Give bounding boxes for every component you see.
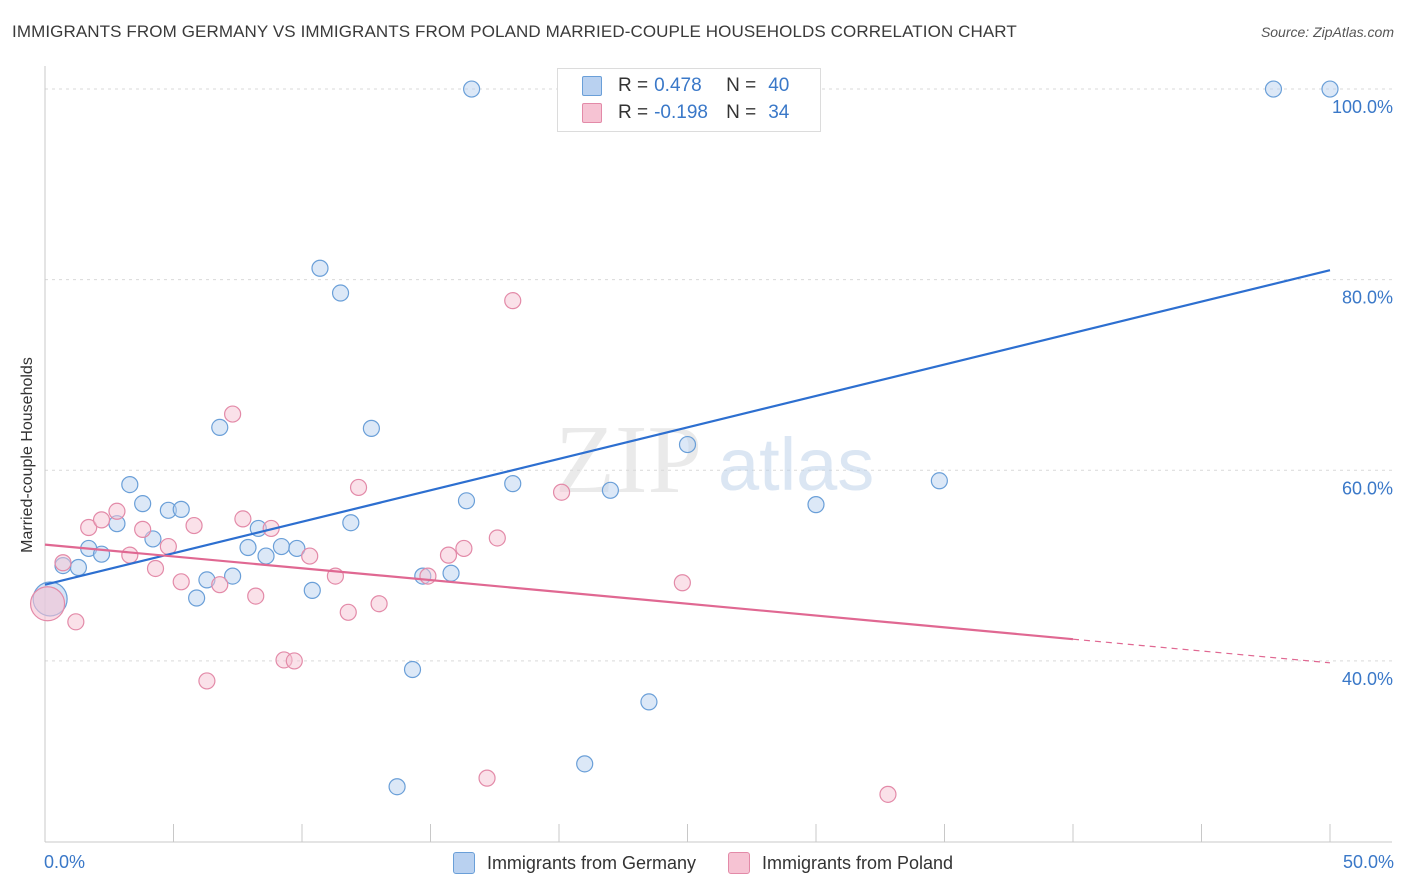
point-poland bbox=[29, 586, 66, 622]
point-germany bbox=[69, 558, 88, 577]
point-germany bbox=[1264, 80, 1283, 98]
stats-legend: R = 0.478 N = 40 R = -0.198 N = 34 bbox=[557, 68, 821, 132]
point-poland bbox=[185, 516, 203, 535]
legend-swatch-germany bbox=[582, 76, 602, 96]
point-poland bbox=[339, 603, 357, 621]
trend-layer bbox=[44, 269, 1331, 664]
point-poland bbox=[552, 483, 571, 501]
point-germany bbox=[224, 567, 242, 585]
point-germany bbox=[272, 537, 291, 556]
legend-swatch-poland bbox=[582, 103, 602, 123]
series-swatch-germany bbox=[452, 852, 475, 874]
point-poland bbox=[121, 546, 139, 564]
point-poland bbox=[419, 567, 437, 585]
point-poland bbox=[234, 510, 252, 528]
point-germany bbox=[342, 514, 360, 532]
watermark: ZIP atlas bbox=[555, 406, 874, 514]
series-legend-label-poland: Immigrants from Poland bbox=[761, 852, 954, 873]
point-germany bbox=[388, 778, 406, 796]
point-germany bbox=[172, 500, 190, 518]
point-germany bbox=[463, 80, 481, 98]
point-germany bbox=[311, 259, 329, 277]
series-swatch-poland bbox=[727, 852, 750, 874]
point-germany bbox=[257, 547, 275, 565]
trendline-germany bbox=[44, 269, 1331, 586]
legend-r-label: R = bbox=[618, 75, 649, 96]
point-poland bbox=[504, 292, 522, 310]
legend-n-value-poland: 34 bbox=[768, 102, 790, 123]
point-poland bbox=[198, 672, 216, 690]
point-germany bbox=[121, 475, 139, 494]
point-germany bbox=[331, 284, 350, 302]
watermark-atlas: atlas bbox=[718, 423, 874, 506]
point-germany bbox=[188, 589, 206, 607]
point-germany bbox=[303, 581, 321, 599]
point-germany bbox=[442, 564, 460, 582]
point-poland bbox=[455, 539, 473, 558]
point-poland bbox=[54, 554, 72, 572]
point-poland bbox=[67, 613, 85, 631]
chart-source: Source: ZipAtlas.com bbox=[1260, 24, 1394, 40]
point-poland bbox=[478, 769, 496, 787]
point-germany bbox=[640, 693, 658, 711]
point-poland bbox=[172, 573, 190, 591]
point-germany bbox=[457, 492, 476, 510]
point-poland bbox=[285, 652, 303, 670]
point-germany bbox=[211, 418, 229, 437]
point-poland bbox=[673, 574, 691, 592]
point-poland bbox=[108, 502, 126, 520]
point-poland bbox=[211, 576, 229, 594]
trendline-poland bbox=[44, 543, 1074, 641]
legend-r-value-poland: -0.198 bbox=[654, 102, 708, 123]
point-germany bbox=[576, 755, 594, 773]
point-germany bbox=[807, 496, 825, 514]
point-germany bbox=[134, 495, 152, 513]
point-germany bbox=[288, 539, 306, 558]
point-poland bbox=[349, 478, 368, 497]
series-legend-label-germany: Immigrants from Germany bbox=[486, 852, 696, 873]
legend-row-germany: R = 0.478 N = 40 bbox=[582, 74, 789, 98]
point-germany bbox=[678, 435, 697, 454]
point-germany bbox=[930, 472, 948, 490]
y-tick-label: 80.0% bbox=[1342, 288, 1393, 308]
legend-n-label: N = bbox=[726, 102, 757, 123]
point-poland bbox=[488, 529, 506, 547]
x-tick-min: 0.0% bbox=[44, 852, 86, 872]
trendline-extension-poland bbox=[1072, 638, 1331, 664]
chart-title: IMMIGRANTS FROM GERMANY VS IMMIGRANTS FR… bbox=[12, 22, 1017, 41]
axes-layer: 40.0% 60.0% 80.0% 100.0% bbox=[44, 66, 1393, 843]
watermark-zip: ZIP bbox=[555, 406, 702, 514]
x-tick-max: 50.0% bbox=[1342, 852, 1394, 872]
series-legend-poland[interactable]: Immigrants from Poland bbox=[727, 852, 954, 874]
y-tick-label: 40.0% bbox=[1342, 669, 1393, 689]
point-poland bbox=[247, 587, 265, 605]
y-tick-label: 60.0% bbox=[1342, 478, 1393, 498]
legend-r-label: R = bbox=[618, 102, 649, 123]
point-germany bbox=[239, 538, 257, 557]
point-poland bbox=[146, 559, 165, 578]
point-germany bbox=[362, 419, 380, 437]
point-germany bbox=[1321, 80, 1339, 98]
point-poland bbox=[439, 546, 458, 564]
point-poland bbox=[370, 595, 388, 613]
grid-layer bbox=[45, 88, 1392, 662]
point-germany bbox=[601, 481, 620, 499]
legend-n-value-germany: 40 bbox=[768, 75, 790, 96]
points-layer bbox=[29, 80, 1339, 803]
series-legend: Immigrants from Germany Immigrants from … bbox=[0, 852, 1406, 874]
point-germany bbox=[403, 660, 422, 679]
legend-r-value-germany: 0.478 bbox=[654, 75, 702, 96]
legend-n-label: N = bbox=[726, 75, 757, 96]
point-poland bbox=[224, 405, 242, 423]
series-legend-germany[interactable]: Immigrants from Germany bbox=[452, 852, 696, 874]
point-poland bbox=[134, 520, 152, 538]
point-poland bbox=[879, 785, 897, 803]
point-poland bbox=[301, 547, 319, 565]
point-germany bbox=[504, 475, 522, 493]
legend-row-poland: R = -0.198 N = 34 bbox=[582, 101, 789, 125]
y-tick-label: 100.0% bbox=[1332, 97, 1393, 117]
point-poland bbox=[80, 518, 98, 537]
point-poland bbox=[92, 511, 111, 529]
